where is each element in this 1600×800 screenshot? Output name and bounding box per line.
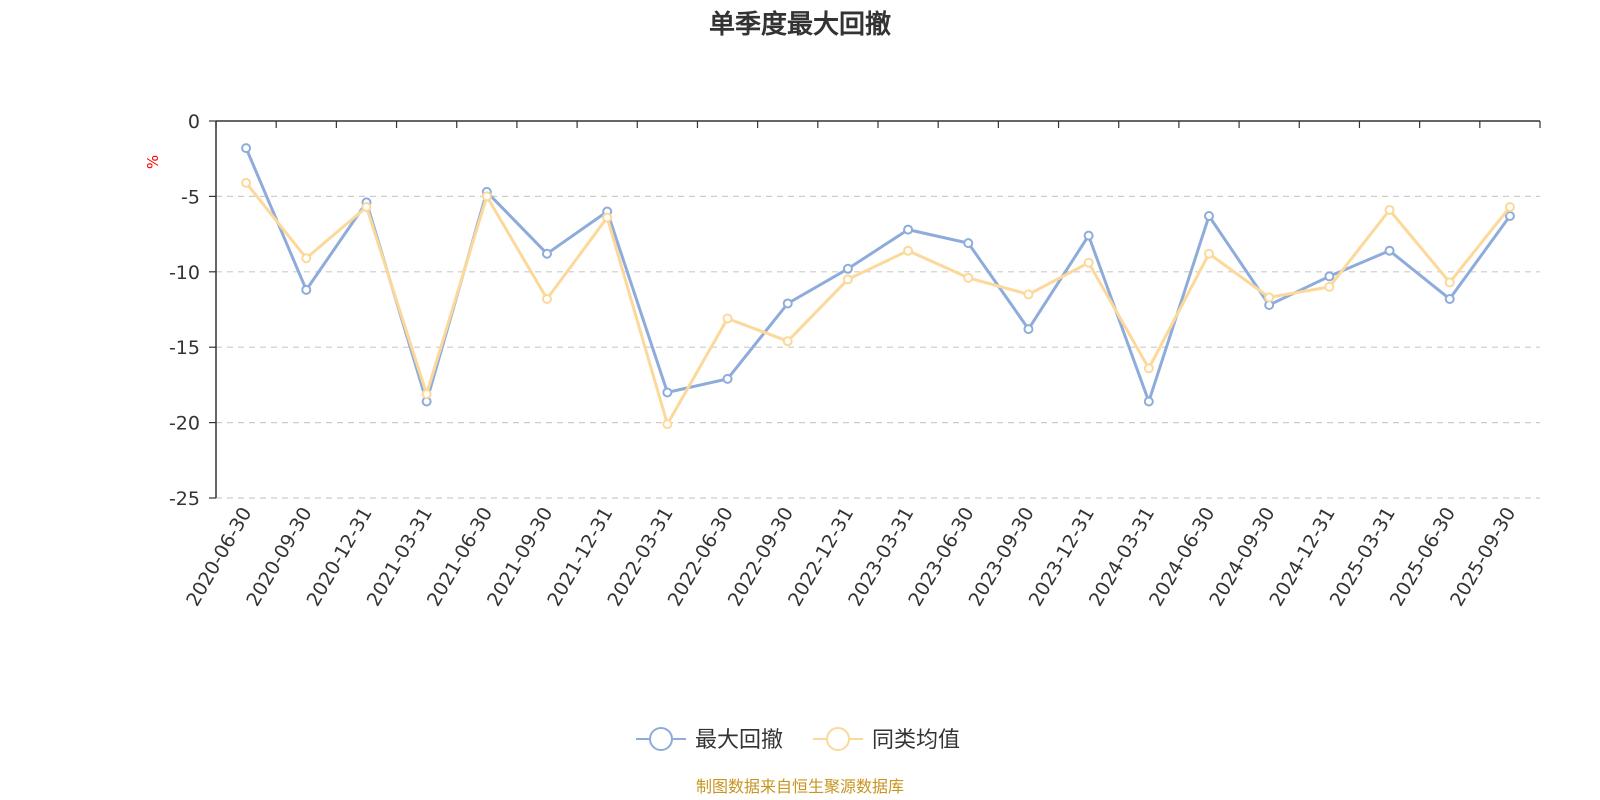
y-tick-label: -20 bbox=[169, 413, 200, 435]
y-tick-label: -15 bbox=[169, 337, 200, 359]
data-point[interactable] bbox=[542, 293, 552, 304]
data-point[interactable] bbox=[903, 245, 914, 256]
x-axis-ticks: 2020-06-302020-09-302020-12-312021-03-31… bbox=[182, 121, 1541, 610]
data-point[interactable] bbox=[241, 143, 252, 154]
data-point[interactable] bbox=[782, 336, 793, 347]
data-point[interactable] bbox=[842, 263, 853, 274]
series-line bbox=[244, 181, 1512, 426]
data-point[interactable] bbox=[542, 248, 552, 259]
data-point[interactable] bbox=[1264, 292, 1275, 303]
legend-marker-peer-average bbox=[826, 727, 850, 751]
series-max-drawdown bbox=[241, 143, 1515, 407]
data-point[interactable] bbox=[1384, 204, 1395, 215]
data-point[interactable] bbox=[662, 419, 673, 430]
data-point[interactable] bbox=[1143, 363, 1154, 374]
legend-marker-max-drawdown bbox=[649, 727, 673, 751]
data-point[interactable] bbox=[1504, 201, 1515, 212]
legend-label-peer-average: 同类均值 bbox=[872, 728, 960, 753]
y-tick-label: 0 bbox=[188, 111, 200, 133]
data-point[interactable] bbox=[662, 387, 673, 398]
chart-title: 单季度最大回撤 bbox=[709, 9, 891, 40]
legend: 最大回撤 同类均值 bbox=[636, 727, 960, 753]
data-point[interactable] bbox=[722, 373, 733, 384]
data-point[interactable] bbox=[1204, 211, 1214, 222]
data-point[interactable] bbox=[301, 284, 312, 295]
series-lines bbox=[241, 143, 1515, 430]
legend-item-max-drawdown[interactable]: 最大回撤 bbox=[636, 727, 783, 753]
data-point[interactable] bbox=[1023, 324, 1034, 335]
data-point[interactable] bbox=[361, 201, 372, 212]
data-point[interactable] bbox=[1324, 271, 1335, 282]
data-point[interactable] bbox=[1083, 257, 1094, 268]
legend-item-peer-average[interactable]: 同类均值 bbox=[813, 727, 960, 753]
data-point[interactable] bbox=[1444, 277, 1455, 288]
y-axis-ticks: 0 -5 -10 -15 -20 -25 bbox=[169, 111, 216, 510]
data-point[interactable] bbox=[1324, 281, 1335, 292]
data-point[interactable] bbox=[963, 272, 974, 283]
data-point[interactable] bbox=[1143, 396, 1154, 407]
data-point[interactable] bbox=[1023, 289, 1034, 300]
data-point[interactable] bbox=[602, 212, 613, 223]
legend-label-max-drawdown: 最大回撤 bbox=[695, 728, 783, 753]
data-point[interactable] bbox=[903, 224, 914, 235]
data-point[interactable] bbox=[1504, 211, 1515, 222]
data-point[interactable] bbox=[241, 177, 252, 188]
y-tick-label: -5 bbox=[181, 186, 200, 208]
data-source-note: 制图数据来自恒生聚源数据库 bbox=[696, 777, 904, 796]
data-point[interactable] bbox=[782, 298, 793, 309]
data-point[interactable] bbox=[421, 388, 432, 399]
data-point[interactable] bbox=[301, 253, 312, 264]
data-point[interactable] bbox=[1384, 245, 1395, 256]
data-point[interactable] bbox=[722, 313, 733, 324]
data-point[interactable] bbox=[481, 191, 492, 202]
grid-lines bbox=[216, 195, 1540, 499]
data-point[interactable] bbox=[1444, 293, 1455, 304]
series-peer-average bbox=[241, 177, 1515, 430]
data-point[interactable] bbox=[1204, 248, 1214, 259]
y-tick-label: -25 bbox=[169, 488, 200, 510]
data-point[interactable] bbox=[1083, 230, 1094, 241]
axes bbox=[215, 120, 1540, 498]
y-axis-unit-label: % bbox=[144, 155, 162, 169]
data-point[interactable] bbox=[842, 274, 853, 285]
data-point[interactable] bbox=[963, 238, 974, 249]
y-tick-label: -10 bbox=[169, 262, 200, 284]
